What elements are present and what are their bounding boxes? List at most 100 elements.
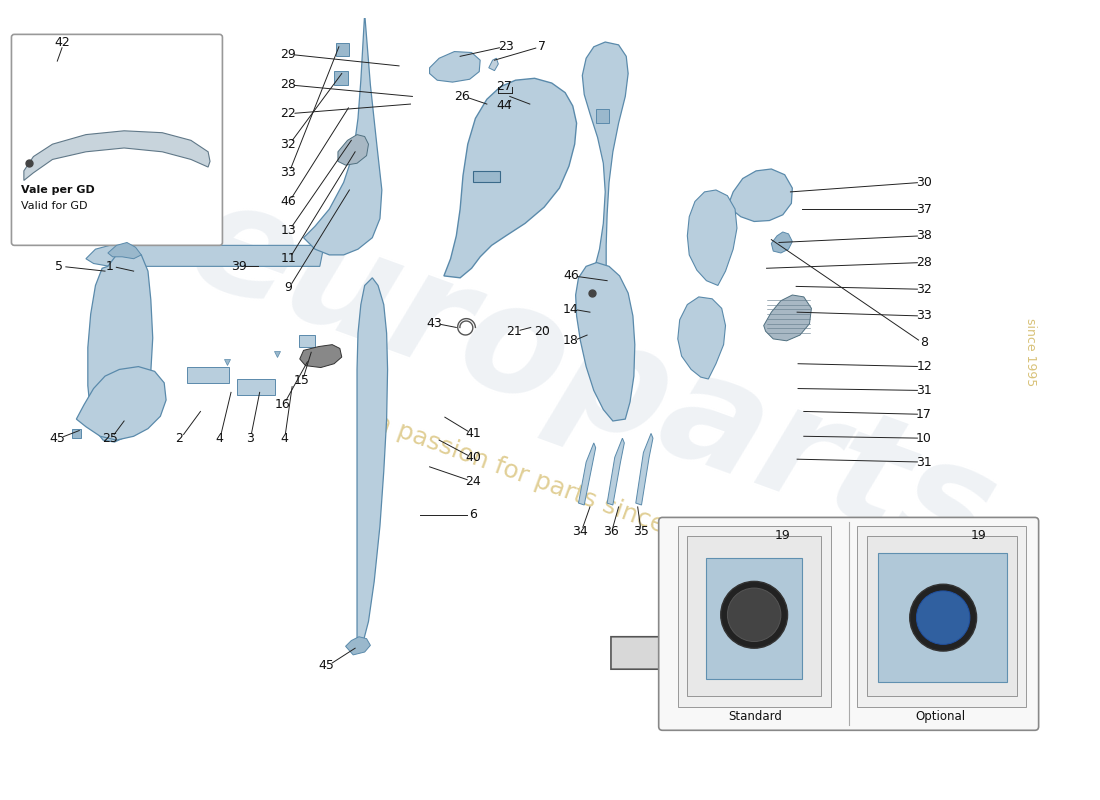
Text: 12: 12 (916, 360, 932, 373)
Text: 29: 29 (280, 48, 296, 61)
Text: europarts: europarts (169, 166, 1014, 595)
Text: 36: 36 (603, 526, 619, 538)
Text: 42: 42 (54, 35, 70, 49)
Text: 37: 37 (916, 202, 932, 215)
Text: 20: 20 (535, 325, 550, 338)
Text: 28: 28 (916, 256, 932, 269)
Polygon shape (688, 535, 821, 696)
Polygon shape (430, 51, 481, 82)
Text: 19: 19 (774, 529, 791, 542)
Text: 33: 33 (916, 310, 932, 322)
Text: Optional: Optional (915, 710, 966, 723)
Text: 33: 33 (280, 166, 296, 179)
Text: 31: 31 (916, 455, 932, 469)
Text: 13: 13 (280, 223, 296, 237)
Text: 28: 28 (280, 78, 296, 91)
Text: Vale per GD: Vale per GD (21, 185, 95, 195)
Polygon shape (334, 70, 349, 85)
Polygon shape (688, 190, 737, 286)
Text: 7: 7 (538, 40, 547, 54)
Polygon shape (488, 58, 498, 70)
Text: 23: 23 (498, 40, 514, 54)
Polygon shape (336, 43, 350, 56)
Text: 15: 15 (294, 374, 309, 387)
Text: 31: 31 (916, 384, 932, 397)
Text: 32: 32 (280, 138, 296, 150)
Text: 46: 46 (280, 195, 296, 208)
Text: 39: 39 (231, 260, 246, 273)
Polygon shape (610, 622, 697, 685)
Polygon shape (88, 249, 153, 442)
Polygon shape (24, 130, 210, 181)
Polygon shape (72, 429, 81, 438)
Text: 40: 40 (465, 450, 482, 464)
Text: 27: 27 (496, 80, 512, 94)
Polygon shape (300, 345, 342, 367)
Polygon shape (108, 242, 141, 258)
Text: 6: 6 (470, 508, 477, 521)
Polygon shape (579, 443, 596, 505)
Polygon shape (763, 295, 812, 341)
Text: 17: 17 (916, 408, 932, 421)
Text: Standard: Standard (728, 710, 782, 723)
Polygon shape (345, 637, 371, 655)
Polygon shape (678, 526, 830, 707)
Text: 32: 32 (916, 282, 932, 296)
Polygon shape (575, 262, 635, 421)
Circle shape (910, 584, 977, 651)
Polygon shape (867, 535, 1016, 696)
FancyBboxPatch shape (11, 34, 222, 246)
Text: 8: 8 (920, 336, 928, 350)
Text: 9: 9 (285, 281, 293, 294)
Text: 34: 34 (572, 526, 588, 538)
Text: 30: 30 (916, 176, 932, 189)
Text: 45: 45 (319, 659, 334, 672)
Text: 21: 21 (506, 325, 521, 338)
Text: Valid for GD: Valid for GD (21, 202, 88, 211)
Polygon shape (636, 434, 653, 505)
Text: 4: 4 (216, 432, 223, 445)
Polygon shape (338, 134, 368, 165)
Polygon shape (878, 553, 1008, 682)
Polygon shape (678, 297, 726, 379)
Polygon shape (582, 42, 628, 286)
Text: 11: 11 (280, 252, 296, 266)
Text: 14: 14 (563, 303, 579, 316)
Text: 43: 43 (427, 317, 442, 330)
Circle shape (916, 591, 970, 644)
Polygon shape (706, 558, 802, 678)
Text: a passion for parts since 1995: a passion for parts since 1995 (372, 410, 736, 562)
Polygon shape (358, 278, 387, 643)
Polygon shape (857, 526, 1026, 707)
Polygon shape (473, 171, 500, 182)
Text: 25: 25 (102, 432, 118, 445)
Text: 1: 1 (106, 260, 113, 273)
Text: since 1995: since 1995 (1024, 318, 1037, 386)
FancyBboxPatch shape (659, 518, 1038, 730)
Text: 38: 38 (916, 230, 932, 242)
Text: 10: 10 (916, 432, 932, 445)
Polygon shape (86, 246, 322, 266)
Text: 45: 45 (50, 432, 65, 445)
Polygon shape (607, 438, 625, 505)
Polygon shape (299, 335, 315, 347)
Text: 18: 18 (563, 334, 579, 347)
Polygon shape (187, 366, 229, 383)
Text: 41: 41 (465, 427, 482, 440)
Text: 44: 44 (496, 99, 512, 113)
Circle shape (720, 582, 788, 648)
Polygon shape (236, 379, 275, 395)
Text: 26: 26 (454, 90, 470, 103)
Text: 19: 19 (970, 529, 987, 542)
Text: 46: 46 (563, 270, 579, 282)
Polygon shape (771, 232, 792, 253)
Polygon shape (76, 366, 166, 440)
Polygon shape (304, 14, 382, 255)
Polygon shape (444, 78, 576, 278)
Text: 22: 22 (280, 107, 296, 120)
Polygon shape (596, 109, 609, 123)
Text: 3: 3 (246, 432, 254, 445)
Text: 16: 16 (275, 398, 290, 411)
Text: 24: 24 (465, 474, 482, 488)
Circle shape (727, 588, 781, 642)
